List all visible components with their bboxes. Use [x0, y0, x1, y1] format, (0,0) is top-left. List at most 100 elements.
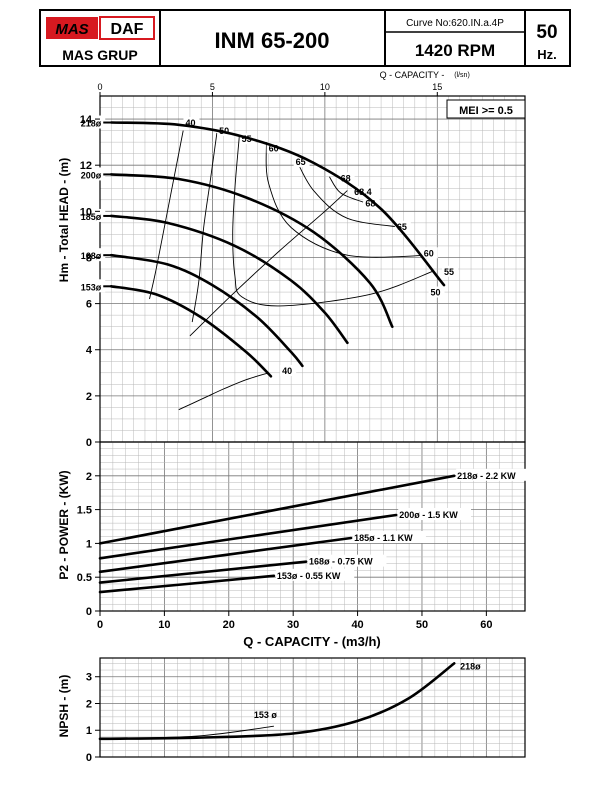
- efficiency-label: 40: [185, 118, 195, 128]
- efficiency-curve-50: [191, 132, 218, 323]
- head-grid: [99, 95, 526, 443]
- power-chart: 218ø - 2.2 KW 200ø - 1.5 KW 185ø - 1.1 KW 1…: [57, 441, 529, 649]
- head-y-tick-label: 0: [86, 437, 92, 449]
- power-curve-label: 168ø - 0.75 KW: [309, 557, 373, 567]
- power-curve: [98, 513, 398, 560]
- head-curve-label-bg: [73, 279, 106, 293]
- npsh-axes: 0 1 2 3: [86, 672, 100, 764]
- head-curve-label-bg: [73, 167, 106, 181]
- head-x-tick-label: 0: [97, 82, 102, 92]
- efficiency-curve-68: [329, 176, 364, 203]
- daf-logo-box: [99, 16, 155, 40]
- head-curve: [109, 121, 446, 287]
- brand-logo: MAS DAF MAS GRUP: [46, 16, 155, 63]
- power-x-tick-label: 20: [223, 619, 235, 631]
- efficiency-label: 68: [341, 173, 351, 183]
- power-x-tick-label: 40: [351, 619, 363, 631]
- head-x-tick-label: 10: [320, 82, 330, 92]
- efficiency-label-bg: [266, 142, 283, 154]
- power-x-tick-label: 0: [97, 619, 103, 631]
- mei-label: MEI >= 0.5: [459, 105, 513, 117]
- efficiency-label: 55: [444, 267, 454, 277]
- efficiency-curve-60: [265, 142, 431, 258]
- npsh-curve-label: 218ø: [460, 661, 481, 671]
- efficiency-label: 65: [397, 222, 407, 232]
- head-curve: [109, 214, 349, 345]
- head-y-axis-label: Hm - Total HEAD - (m): [57, 158, 71, 282]
- efficiency-curve-55: [232, 135, 433, 307]
- brand-group: MAS GRUP: [62, 47, 137, 63]
- efficiency-label: 65: [296, 157, 306, 167]
- npsh-curve: [98, 662, 456, 741]
- power-curve-label-bg: [308, 554, 387, 567]
- head-y-tick-label: 2: [86, 391, 92, 403]
- rpm-label: 1420 RPM: [415, 41, 495, 60]
- plot-frame: [99, 441, 526, 612]
- head-curve-label: 218ø: [81, 119, 102, 129]
- mei-box: MEI >= 0.5: [446, 99, 526, 119]
- power-y-axis-label: P2 - POWER - (KW): [57, 470, 71, 579]
- mas-logo-text: MAS: [55, 21, 88, 38]
- head-curve: [109, 173, 394, 328]
- power-x-tick-label: 60: [480, 619, 492, 631]
- bep-line: [189, 190, 348, 337]
- head-curve-label: 200ø: [81, 170, 102, 180]
- efficiency-label-bg: [338, 172, 355, 184]
- efficiency-curve-65: [295, 158, 404, 228]
- power-x-axis-label: Q - CAPACITY - (m3/h): [243, 634, 380, 649]
- npsh-y-tick-label: 0: [86, 752, 92, 764]
- efficiency-curve-40: [149, 130, 184, 300]
- frequency-unit: Hz.: [537, 47, 557, 62]
- curve-number: Curve No:620.IN.a.4P: [406, 18, 504, 29]
- npsh-y-tick-label: 1: [86, 725, 92, 737]
- power-y-tick-label: 2: [86, 471, 92, 483]
- efficiency-label: 68: [365, 199, 375, 209]
- efficiency-label-bg: [217, 125, 234, 137]
- power-curve: [98, 560, 308, 584]
- power-curve-label-bg: [398, 508, 472, 521]
- power-curve-label-bg: [456, 468, 529, 481]
- npsh-curve-label: 153 ø: [254, 710, 278, 720]
- daf-logo-text: DAF: [111, 21, 144, 38]
- head-y-tick-label: 6: [86, 299, 92, 311]
- head-curve: [109, 285, 273, 378]
- npsh-y-tick-label: 3: [86, 672, 92, 684]
- model-title: INM 65-200: [215, 28, 330, 53]
- npsh-y-axis-label: NPSH - (m): [57, 675, 71, 738]
- npsh-curve: [99, 725, 274, 740]
- npsh-grid: [99, 657, 526, 758]
- efficiency-label: 40: [282, 366, 292, 376]
- npsh-curves: 218ø 153 ø: [98, 661, 481, 741]
- power-y-tick-label: 0: [86, 606, 92, 618]
- head-y-tick-label: 14: [80, 114, 93, 126]
- mas-logo-box: [46, 17, 98, 39]
- power-curve-label: 218ø - 2.2 KW: [457, 471, 516, 481]
- head-y-tick-label: 10: [80, 206, 92, 218]
- power-y-tick-label: 1.5: [77, 505, 92, 517]
- efficiency-label-bg: [280, 364, 297, 376]
- power-curves: 218ø - 2.2 KW 200ø - 1.5 KW 185ø - 1.1 KW 1…: [98, 468, 529, 594]
- power-curve-label-bg: [275, 568, 355, 581]
- efficiency-label-bg: [421, 247, 438, 259]
- head-x-tick-label: 15: [432, 82, 442, 92]
- power-curve-label-bg: [353, 530, 426, 543]
- efficiency-label-bg: [442, 265, 459, 277]
- head-y-tick-label: 8: [86, 252, 92, 264]
- power-curve: [98, 574, 276, 594]
- head-x-tick-label: 5: [210, 82, 215, 92]
- power-curve-label: 200ø - 1.5 KW: [399, 510, 458, 520]
- efficiency-label: 60: [269, 143, 279, 153]
- efficiency-label-bg: [352, 186, 381, 198]
- npsh-y-tick-label: 2: [86, 698, 92, 710]
- efficiency-label-bg: [363, 197, 380, 209]
- header: MAS DAF MAS GRUP INM 65-200 Curve No:620…: [39, 9, 571, 67]
- power-x-tick-label: 10: [158, 619, 170, 631]
- power-y-tick-label: 0.5: [77, 572, 92, 584]
- plot-frame: [99, 657, 526, 758]
- frequency-value: 50: [536, 22, 557, 43]
- head-curve-label: 185ø: [81, 212, 102, 222]
- power-curve: [98, 474, 456, 545]
